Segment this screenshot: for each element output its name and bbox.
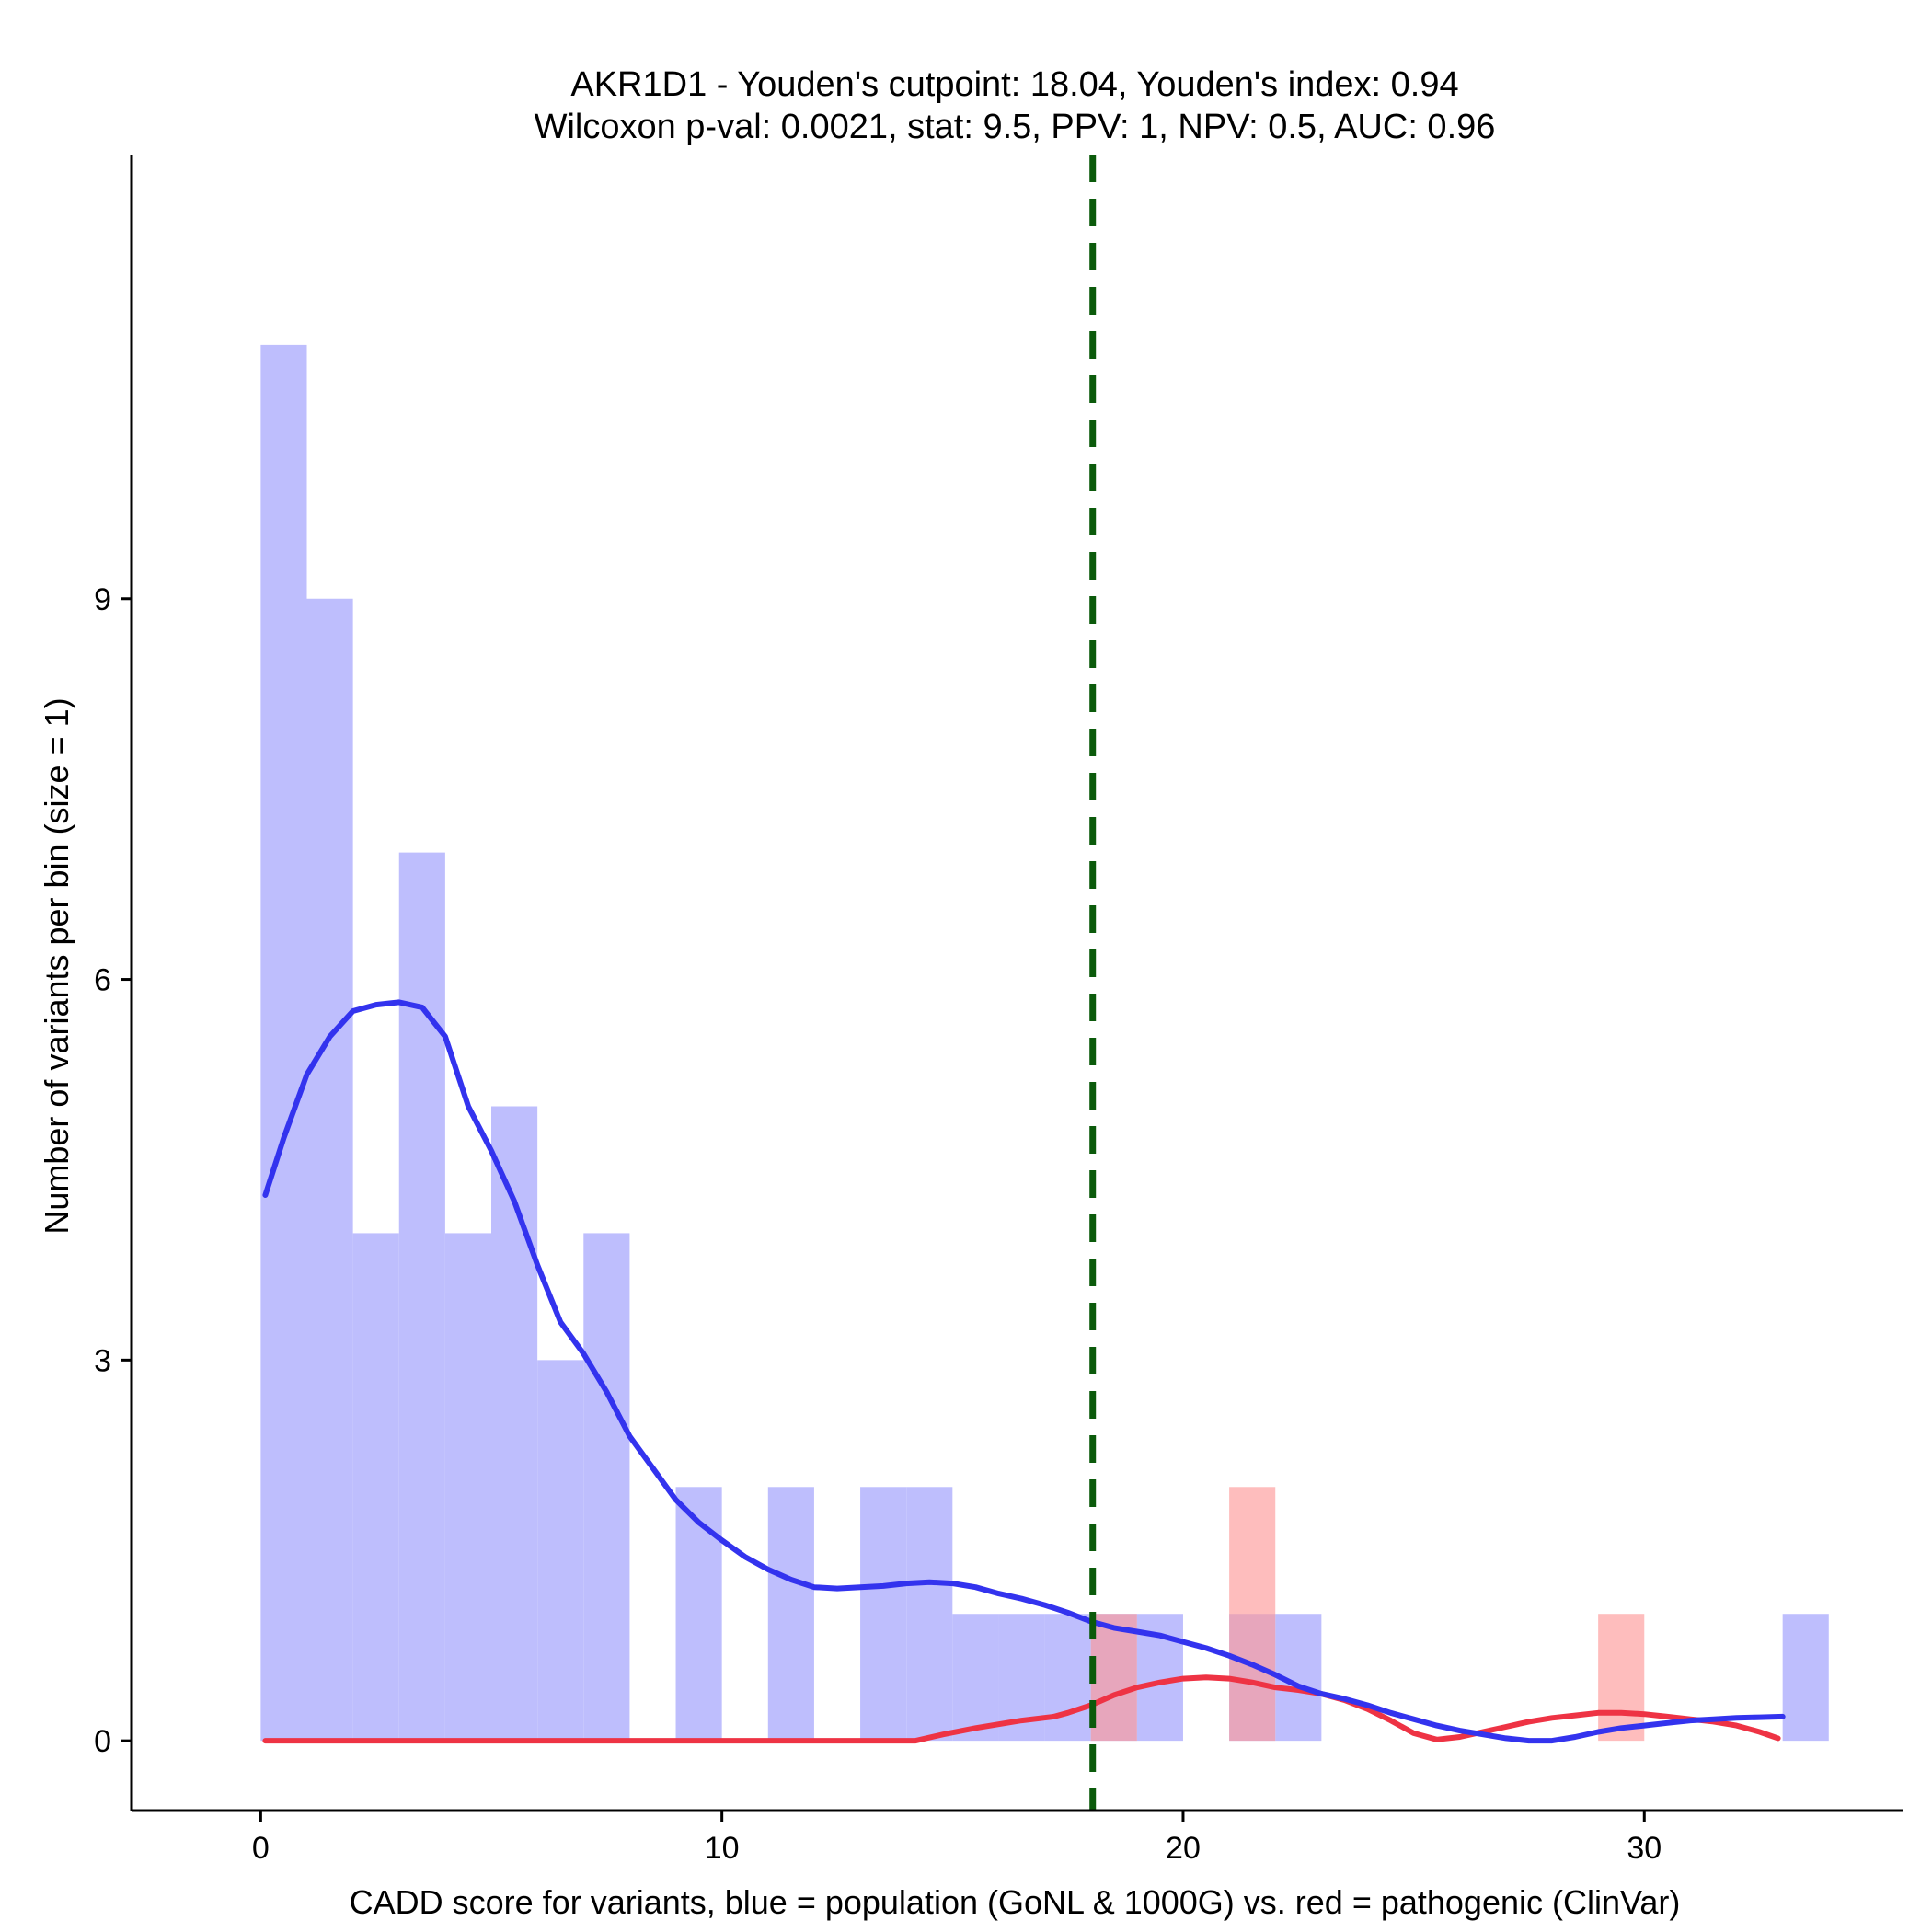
pathogenic-bar: [1598, 1614, 1645, 1742]
population-bar: [260, 344, 307, 1742]
pathogenic-bar: [1229, 1487, 1276, 1742]
population-density-line: [262, 999, 1786, 1744]
y-tick-label: 6: [94, 963, 111, 998]
population-bar: [906, 1487, 953, 1742]
population-bar: [767, 1487, 814, 1742]
x-axis-label: CADD score for variants, blue = populati…: [350, 1883, 1681, 1921]
axes-layer: 0 10 20 30 0 3 6 9: [94, 155, 1903, 1866]
x-tick-label: 20: [1166, 1831, 1201, 1866]
chart-title-line2: Wilcoxon p-val: 0.0021, stat: 9.5, PPV: …: [535, 108, 1496, 146]
x-tick-label: 10: [705, 1831, 740, 1866]
y-tick-label: 9: [94, 582, 111, 617]
population-bar: [306, 598, 353, 1742]
y-tick-label: 3: [94, 1343, 111, 1378]
population-bar: [1782, 1614, 1829, 1742]
population-bar: [675, 1487, 722, 1742]
pathogenic-bar: [1090, 1614, 1137, 1742]
y-axis-label: Number of variants per bin (size = 1): [38, 697, 75, 1234]
population-bar: [444, 1233, 492, 1742]
x-tick-label: 30: [1627, 1831, 1662, 1866]
population-bar: [860, 1487, 907, 1742]
density-lines-layer: [262, 155, 1786, 1811]
bars-layer: [260, 344, 1829, 1742]
y-tick-label: 0: [94, 1724, 111, 1759]
population-bar: [491, 1106, 538, 1742]
chart-title-line1: AKR1D1 - Youden's cutpoint: 18.04, Youde…: [570, 65, 1458, 104]
population-bar: [537, 1360, 584, 1742]
x-tick-label: 0: [252, 1831, 270, 1866]
population-bar: [952, 1614, 999, 1742]
population-bar: [1044, 1614, 1091, 1742]
population-bar: [352, 1233, 399, 1742]
population-bar: [583, 1233, 630, 1742]
population-bar: [398, 852, 445, 1742]
